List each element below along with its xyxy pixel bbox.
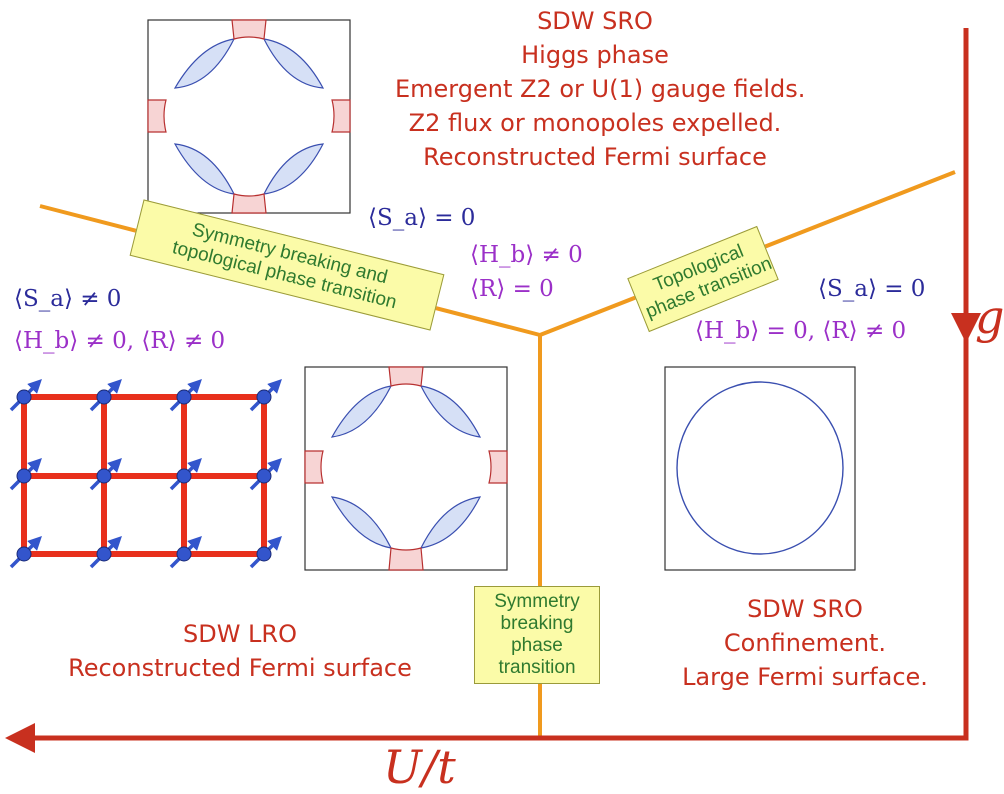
math-left-sa: ⟨S_a⟩ ≠ 0: [14, 286, 122, 312]
fermi-surface-top: [147, 19, 351, 214]
axis-corner: [30, 320, 969, 741]
right-line-1: SDW SRO: [747, 595, 863, 623]
math-top-r: ⟨R⟩ = 0: [470, 276, 554, 302]
fermi-surface-large: [664, 366, 856, 571]
region-left-text: SDW LRO Reconstructed Fermi surface: [20, 617, 460, 685]
top-line-1: SDW SRO: [537, 7, 653, 35]
region-right-text: SDW SRO Confinement. Large Fermi surface…: [660, 592, 950, 694]
transition-vertical-line-4: transition: [498, 657, 576, 678]
transition-vertical-line-1: Symmetry: [494, 591, 580, 612]
spin-lattice: [9, 379, 282, 569]
top-line-5: Reconstructed Fermi surface: [423, 143, 767, 171]
math-right-hb-r: ⟨H_b⟩ = 0, ⟨R⟩ ≠ 0: [695, 318, 907, 344]
fermi-surface-middle: [304, 366, 508, 571]
transition-vertical-line-2: breaking: [500, 613, 574, 634]
math-top-sa: ⟨S_a⟩ = 0: [368, 205, 476, 231]
left-line-2: Reconstructed Fermi surface: [68, 654, 412, 682]
axis-label-g: g: [975, 290, 1004, 344]
right-line-2: Confinement.: [723, 629, 887, 657]
transition-vertical-line-3: phase: [511, 635, 563, 656]
top-line-3: Emergent Z2 or U(1) gauge fields.: [395, 75, 806, 103]
region-top-text: SDW SRO Higgs phase Emergent Z2 or U(1) …: [395, 4, 806, 174]
right-line-3: Large Fermi surface.: [682, 663, 928, 691]
math-top-hb: ⟨H_b⟩ ≠ 0: [470, 242, 583, 268]
math-left-hb-r: ⟨H_b⟩ ≠ 0, ⟨R⟩ ≠ 0: [14, 328, 226, 354]
math-right-sa: ⟨S_a⟩ = 0: [818, 276, 926, 302]
transition-vertical: Symmetry breaking phase transition: [474, 586, 600, 684]
top-line-4: Z2 flux or monopoles expelled.: [408, 109, 782, 137]
top-line-2: Higgs phase: [521, 41, 669, 69]
left-line-1: SDW LRO: [182, 620, 297, 648]
axis-label-ut: U/t: [383, 740, 456, 794]
axes: [4, 28, 981, 753]
